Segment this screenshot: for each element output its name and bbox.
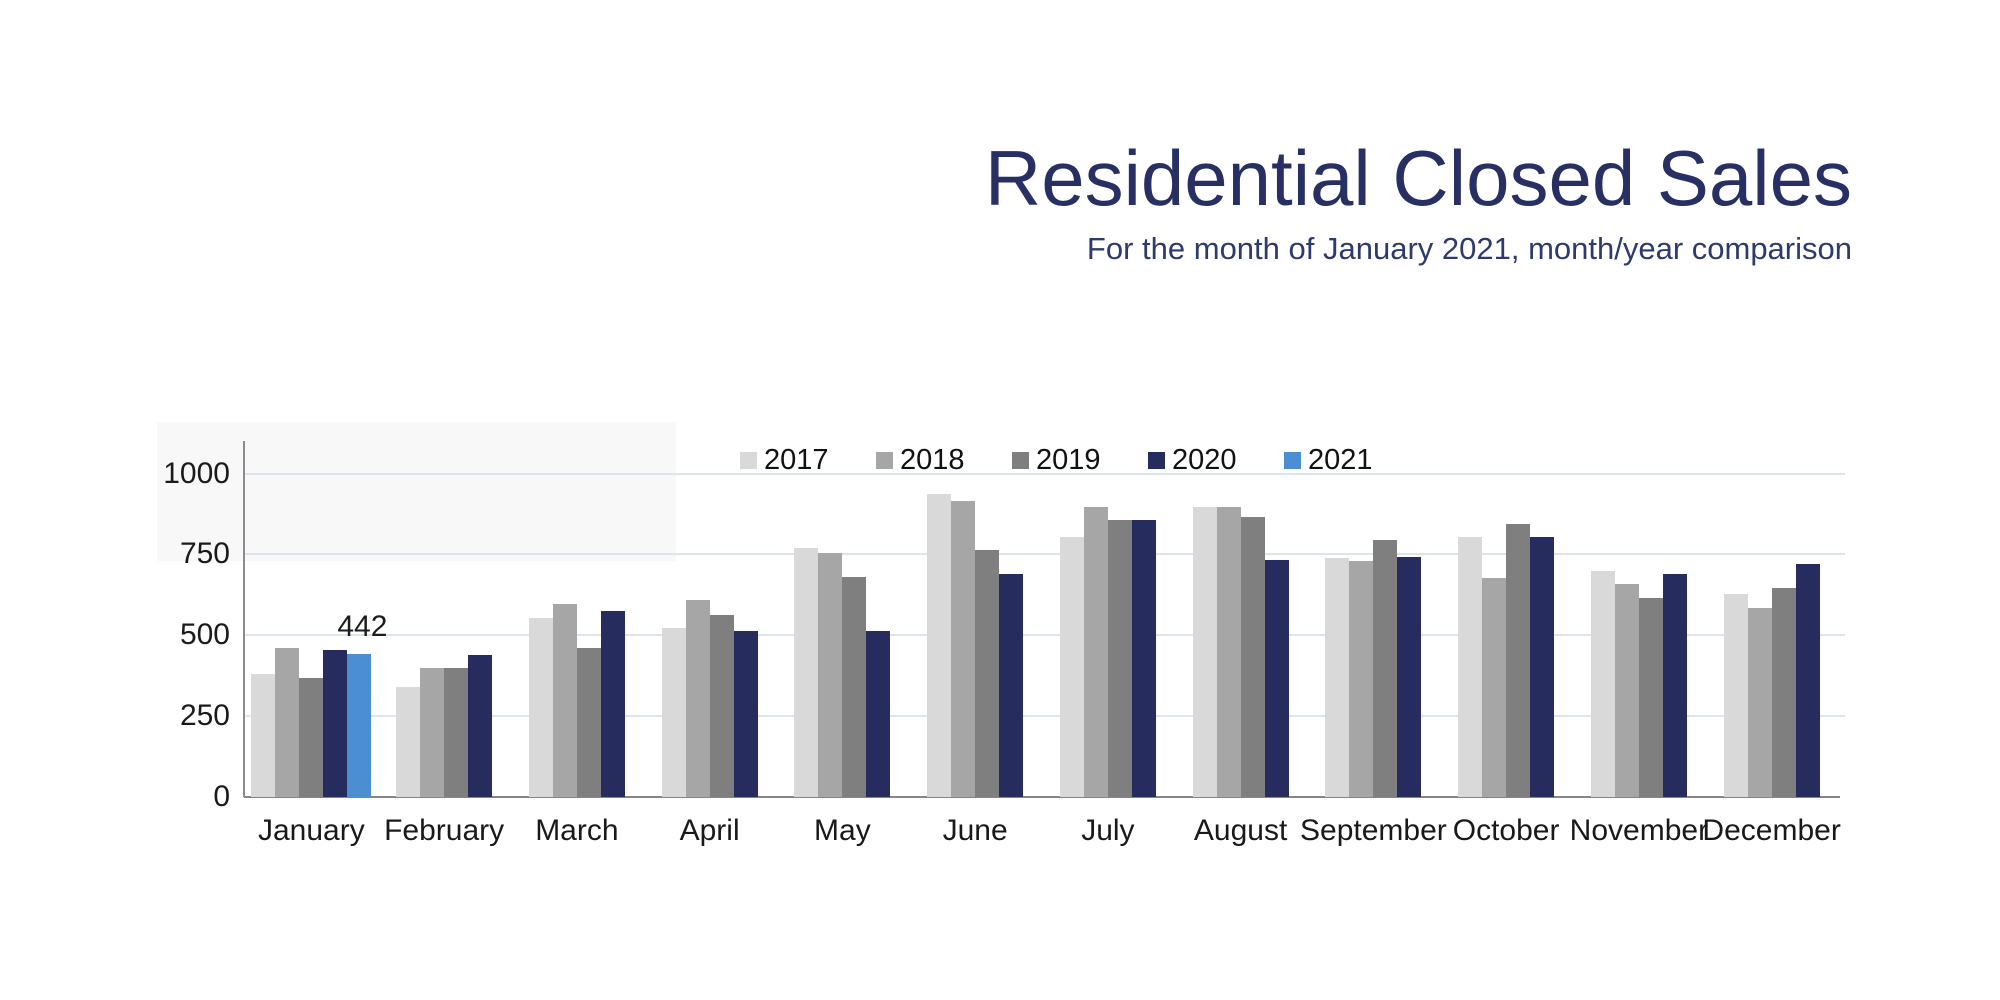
bar-2020-july <box>1131 519 1156 797</box>
bar-2019-march <box>576 648 601 797</box>
bar-2020-december <box>1795 564 1820 797</box>
bar-2018-january <box>275 647 300 797</box>
chart-header: Residential Closed Sales For the month o… <box>984 134 1852 267</box>
bar-2019-december <box>1771 587 1796 797</box>
legend-swatch-2017 <box>740 451 757 469</box>
legend-label-2020: 2020 <box>1172 444 1237 476</box>
gridline-500 <box>245 634 1845 637</box>
x-tick-label-january: January <box>258 814 365 847</box>
bar-2018-may <box>818 553 843 797</box>
bar-2018-june <box>951 500 976 797</box>
x-tick-label-february: February <box>384 814 505 847</box>
gridline-1000 <box>245 472 1845 475</box>
x-tick-label-december: December <box>1702 814 1841 847</box>
y-tick-label-500: 500 <box>179 618 230 652</box>
bar-2018-july <box>1083 507 1108 797</box>
legend-label-2019: 2019 <box>1036 444 1101 476</box>
bar-2020-april <box>733 631 758 797</box>
bar-2017-august <box>1192 507 1217 797</box>
bar-2020-september <box>1397 556 1422 797</box>
bar-2017-july <box>1059 537 1084 797</box>
bar-2021-january <box>347 654 372 797</box>
bar-2018-april <box>685 600 710 797</box>
bar-2020-may <box>866 631 891 797</box>
legend-swatch-2018 <box>876 451 893 469</box>
bar-2017-december <box>1723 594 1748 797</box>
bar-2019-september <box>1373 540 1398 797</box>
legend-label-2017: 2017 <box>764 444 829 476</box>
x-axis-line <box>244 795 1840 798</box>
y-tick-label-250: 250 <box>179 699 230 733</box>
legend-item-2018: 2018 <box>876 445 965 475</box>
bar-2019-october <box>1506 523 1531 797</box>
bar-2019-january <box>299 677 324 797</box>
bar-2017-november <box>1590 570 1615 797</box>
legend-item-2019: 2019 <box>1012 445 1101 475</box>
y-tick-label-1000: 1000 <box>163 456 230 490</box>
bar-2019-may <box>842 577 867 797</box>
x-tick-label-november: November <box>1569 814 1709 847</box>
bar-2020-june <box>999 573 1024 797</box>
bar-2017-march <box>528 618 553 797</box>
x-tick-label-august: August <box>1193 814 1288 847</box>
bar-2019-february <box>444 667 469 797</box>
bar-2020-january <box>323 650 348 797</box>
bar-2019-june <box>975 550 1000 797</box>
x-tick-label-september: September <box>1300 814 1447 847</box>
legend-label-2018: 2018 <box>900 444 965 476</box>
bar-2017-october <box>1458 536 1483 797</box>
bar-2020-november <box>1662 574 1687 797</box>
chart-title: Residential Closed Sales <box>984 134 1852 222</box>
x-tick-label-october: October <box>1452 814 1560 847</box>
x-tick-label-july: July <box>1081 814 1135 847</box>
y-tick-label-750: 750 <box>179 537 230 571</box>
legend-item-2020: 2020 <box>1148 445 1237 475</box>
bar-2018-february <box>420 667 445 797</box>
bar-2020-august <box>1264 560 1289 797</box>
bar-2020-march <box>600 610 625 797</box>
legend-swatch-2019 <box>1012 451 1029 469</box>
y-tick-label-0: 0 <box>213 780 230 813</box>
legend-label-2021: 2021 <box>1308 444 1373 476</box>
bar-2018-november <box>1614 584 1639 797</box>
bar-2017-september <box>1325 557 1350 797</box>
bar-2018-september <box>1349 561 1374 797</box>
bar-2019-august <box>1240 516 1265 797</box>
x-tick-label-may: May <box>814 814 871 847</box>
bar-2019-november <box>1638 598 1663 797</box>
x-tick-label-june: June <box>942 814 1008 847</box>
bar-2020-october <box>1530 536 1555 797</box>
bar-2018-october <box>1482 577 1507 797</box>
bar-2017-april <box>661 627 686 797</box>
gridline-750 <box>245 553 1845 556</box>
bar-2017-february <box>396 687 421 797</box>
y-axis-line <box>243 441 245 797</box>
bar-2017-june <box>927 493 952 797</box>
legend-swatch-2021 <box>1284 451 1301 469</box>
legend-item-2021: 2021 <box>1284 445 1373 475</box>
x-tick-label-march: March <box>535 814 619 847</box>
bar-2018-december <box>1747 608 1772 797</box>
legend-item-2017: 2017 <box>740 445 829 475</box>
legend-swatch-2020 <box>1148 451 1165 469</box>
bar-2020-february <box>468 655 493 797</box>
bar-value-label: 442 <box>337 610 388 643</box>
bar-2018-march <box>552 603 577 797</box>
bar-2019-april <box>709 614 734 797</box>
bar-2019-july <box>1107 519 1132 797</box>
gridline-250 <box>245 715 1845 718</box>
chart-subtitle: For the month of January 2021, month/yea… <box>1086 231 1852 267</box>
bar-2017-may <box>794 547 819 797</box>
bar-2018-august <box>1216 507 1241 797</box>
bar-2017-january <box>251 674 276 797</box>
x-tick-label-april: April <box>679 814 740 847</box>
